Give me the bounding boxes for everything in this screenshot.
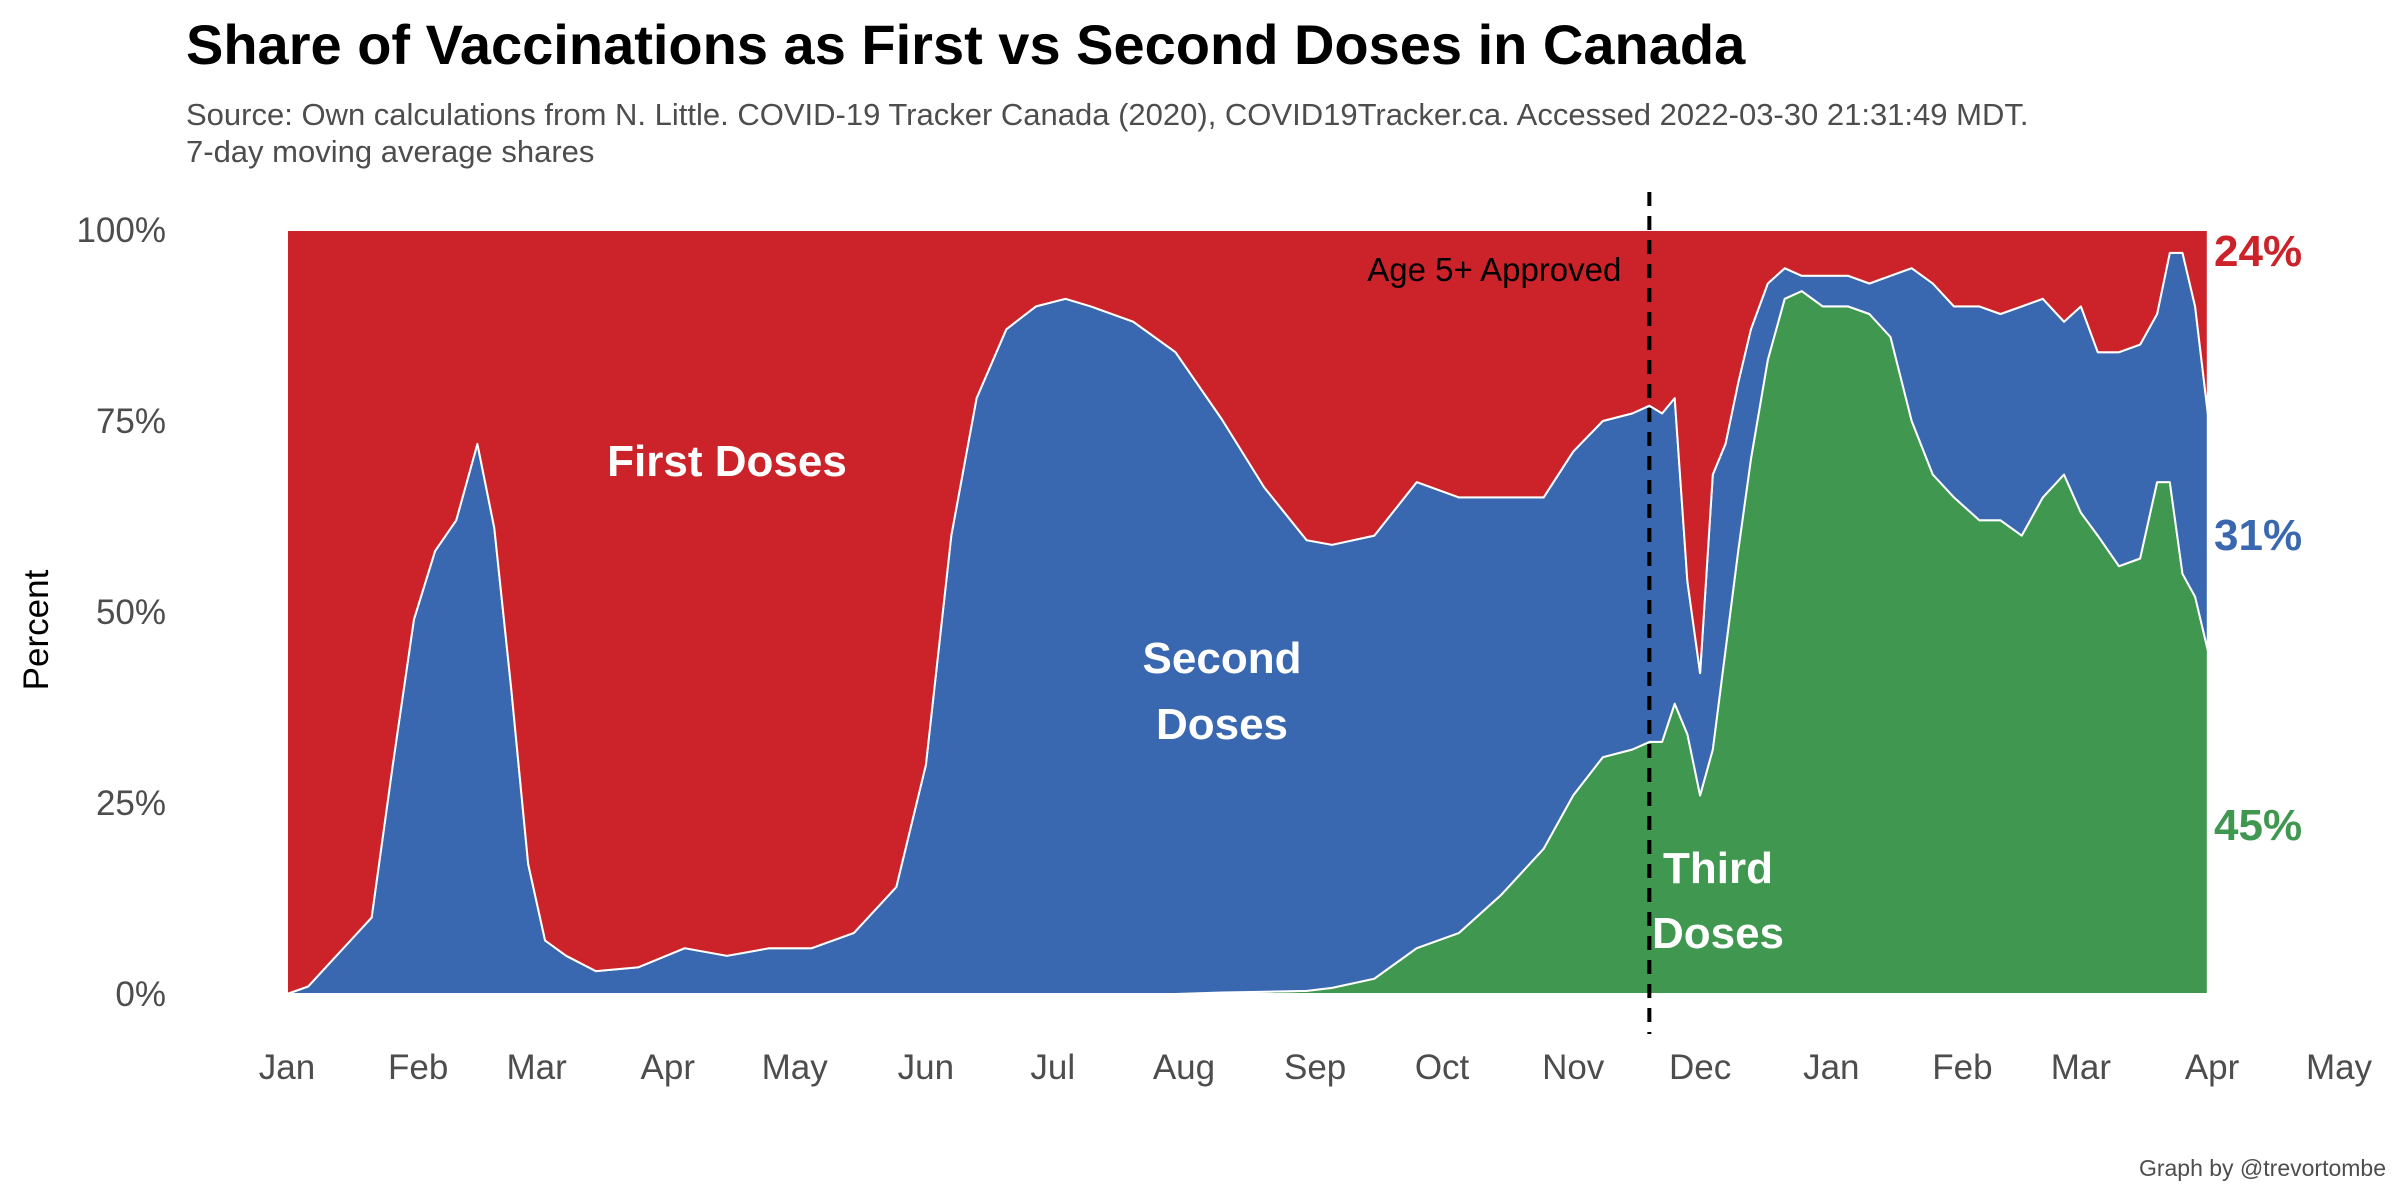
x-tick-label: Dec xyxy=(1669,1048,1731,1087)
x-tick-label: Jan xyxy=(1803,1048,1859,1087)
age-5-approved-label: Age 5+ Approved xyxy=(1367,251,1621,288)
y-tick-label: 75% xyxy=(96,402,166,441)
x-tick-label: Sep xyxy=(1284,1048,1346,1087)
x-tick-label: Oct xyxy=(1415,1048,1470,1087)
annotations: Age 5+ Approved xyxy=(1367,192,1652,1034)
x-tick-label: May xyxy=(762,1048,829,1087)
x-tick-label: Aug xyxy=(1153,1048,1215,1087)
y-tick-label: 25% xyxy=(96,784,166,823)
end-label-second: 31% xyxy=(2214,511,2302,560)
y-tick-label: 50% xyxy=(96,593,166,632)
x-tick-label: Mar xyxy=(506,1048,567,1087)
x-tick-label: Jan xyxy=(259,1048,315,1087)
x-axis-ticks: Jan Feb Mar Apr May Jun Jul Aug Sep Oct Nov Dec Jan F… xyxy=(259,1048,2373,1087)
x-tick-label: Jul xyxy=(1030,1048,1075,1087)
y-tick-label: 100% xyxy=(76,211,166,250)
second-doses-label-line1: Second xyxy=(1143,634,1302,683)
chart-caption: Graph by @trevortombe xyxy=(2138,1155,2386,1181)
y-axis-ticks: 0% 25% 50% 75% 100% xyxy=(76,211,166,1014)
end-label-first: 24% xyxy=(2214,227,2302,276)
third-doses-label-line1: Third xyxy=(1663,844,1773,893)
x-tick-label: Apr xyxy=(2185,1048,2240,1087)
first-doses-area xyxy=(286,229,2209,995)
chart-subtitle: Source: Own calculations from N. Little.… xyxy=(186,96,2028,170)
y-tick-label: 0% xyxy=(115,975,166,1014)
x-tick-label: Feb xyxy=(1932,1048,1992,1087)
second-doses-label-line2: Doses xyxy=(1156,700,1288,749)
subtitle-note: 7-day moving average shares xyxy=(186,134,595,169)
first-doses-label: First Doses xyxy=(607,437,847,486)
subtitle-source: Source: Own calculations from N. Little.… xyxy=(186,97,2029,132)
x-tick-label: May xyxy=(2306,1048,2373,1087)
y-axis-title: Percent xyxy=(17,569,56,690)
x-tick-label: Nov xyxy=(1542,1048,1605,1087)
x-tick-label: Mar xyxy=(2051,1048,2112,1087)
x-tick-label: Jun xyxy=(898,1048,954,1087)
x-tick-label: Feb xyxy=(388,1048,448,1087)
x-tick-label: Apr xyxy=(641,1048,696,1087)
end-label-third: 45% xyxy=(2214,801,2302,850)
chart-title: Share of Vaccinations as First vs Second… xyxy=(186,13,1746,76)
area-layers xyxy=(286,229,2209,995)
third-doses-label-line2: Doses xyxy=(1652,909,1784,958)
